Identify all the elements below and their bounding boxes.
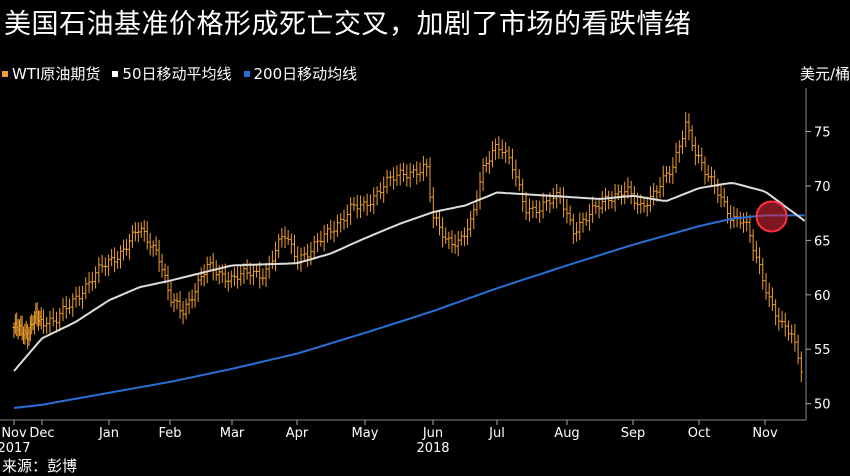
legend: WTI原油期货 50日移动平均线 200日移动均线 [2, 64, 357, 84]
legend-swatch-50d [112, 71, 119, 77]
y-tick-label: 55 [814, 343, 831, 358]
x-tick-label: Sep [621, 426, 646, 441]
source-note: 来源：彭博 [2, 457, 78, 475]
x-tick-label: Feb [158, 426, 181, 441]
x-tick-year-label: 2018 [416, 441, 449, 456]
x-tick-label: Aug [554, 426, 579, 441]
y-tick-label: 70 [814, 180, 831, 195]
x-tick-year-label: 2017 [0, 441, 31, 456]
ma50-line [13, 182, 806, 372]
chart-title: 美国石油基准价格形成死亡交叉，加剧了市场的看跌情绪 [4, 9, 692, 40]
x-tick-label: Jun [422, 426, 443, 441]
x-tick-label: Jul [488, 426, 505, 441]
legend-swatch-wti [2, 71, 8, 77]
x-tick-label: Nov [1, 426, 27, 441]
legend-label-50d: 50日移动平均线 [122, 65, 232, 83]
x-tick-label: Dec [29, 426, 54, 441]
y-tick-label: 50 [814, 398, 831, 413]
legend-item-50d: 50日移动平均线 [112, 64, 232, 84]
x-tick-label: Apr [286, 426, 309, 441]
death-cross-marker [755, 200, 788, 233]
y-tick-label: 60 [814, 289, 831, 304]
y-tick-label: 75 [814, 126, 831, 141]
legend-label-200d: 200日移动均线 [253, 65, 358, 83]
legend-item-wti: WTI原油期货 [2, 64, 100, 84]
x-tick-label: Mar [220, 426, 245, 441]
x-tick-label: Jan [98, 426, 119, 441]
legend-label-wti: WTI原油期货 [12, 65, 101, 83]
legend-item-200d: 200日移动均线 [243, 64, 358, 84]
x-tick-label: May [352, 426, 379, 441]
y-axis-unit-label: 美元/桶 [799, 65, 850, 83]
legend-swatch-200d [243, 71, 250, 77]
x-tick-label: Nov [752, 426, 778, 441]
y-tick-label: 65 [814, 234, 831, 249]
ma200-line [13, 214, 805, 409]
x-tick-label: Oct [688, 426, 710, 441]
